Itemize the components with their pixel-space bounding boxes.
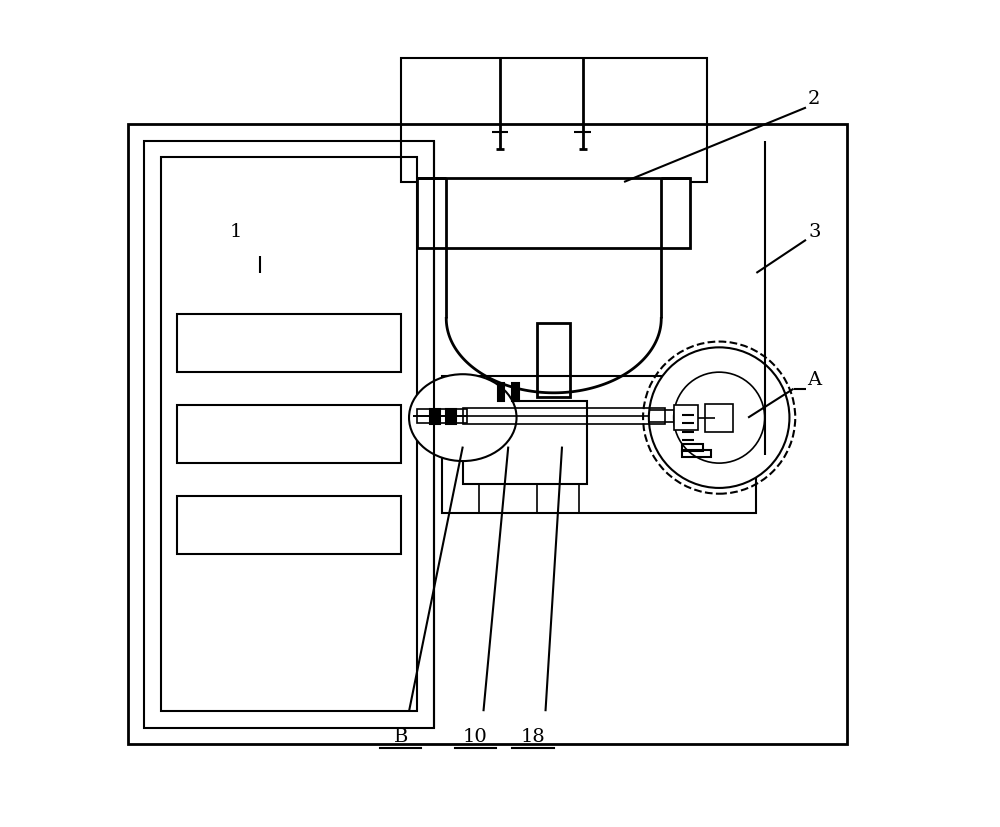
Text: 3: 3 xyxy=(808,222,821,241)
Bar xyxy=(682,444,703,451)
Bar xyxy=(537,323,570,397)
Bar xyxy=(401,58,707,182)
Text: 1: 1 xyxy=(229,222,242,241)
Bar xyxy=(463,401,587,484)
Bar xyxy=(430,409,440,424)
Text: A: A xyxy=(807,371,821,390)
Bar xyxy=(498,383,504,401)
Bar xyxy=(682,450,711,457)
Bar xyxy=(705,404,733,432)
Bar xyxy=(177,405,401,463)
Bar xyxy=(177,314,401,372)
Bar xyxy=(161,157,417,711)
Bar xyxy=(446,409,456,424)
Bar xyxy=(417,409,467,423)
Text: 2: 2 xyxy=(808,90,820,108)
Circle shape xyxy=(649,347,789,488)
Bar xyxy=(463,408,665,424)
Bar xyxy=(417,178,690,248)
Bar xyxy=(512,383,519,401)
Ellipse shape xyxy=(409,374,517,461)
Bar xyxy=(144,141,434,728)
Text: B: B xyxy=(394,728,408,746)
Bar xyxy=(128,124,847,744)
Text: 18: 18 xyxy=(521,728,545,746)
Text: 10: 10 xyxy=(463,728,488,746)
Bar xyxy=(442,376,756,513)
Circle shape xyxy=(674,372,765,463)
Bar xyxy=(177,496,401,554)
Bar xyxy=(674,405,698,430)
